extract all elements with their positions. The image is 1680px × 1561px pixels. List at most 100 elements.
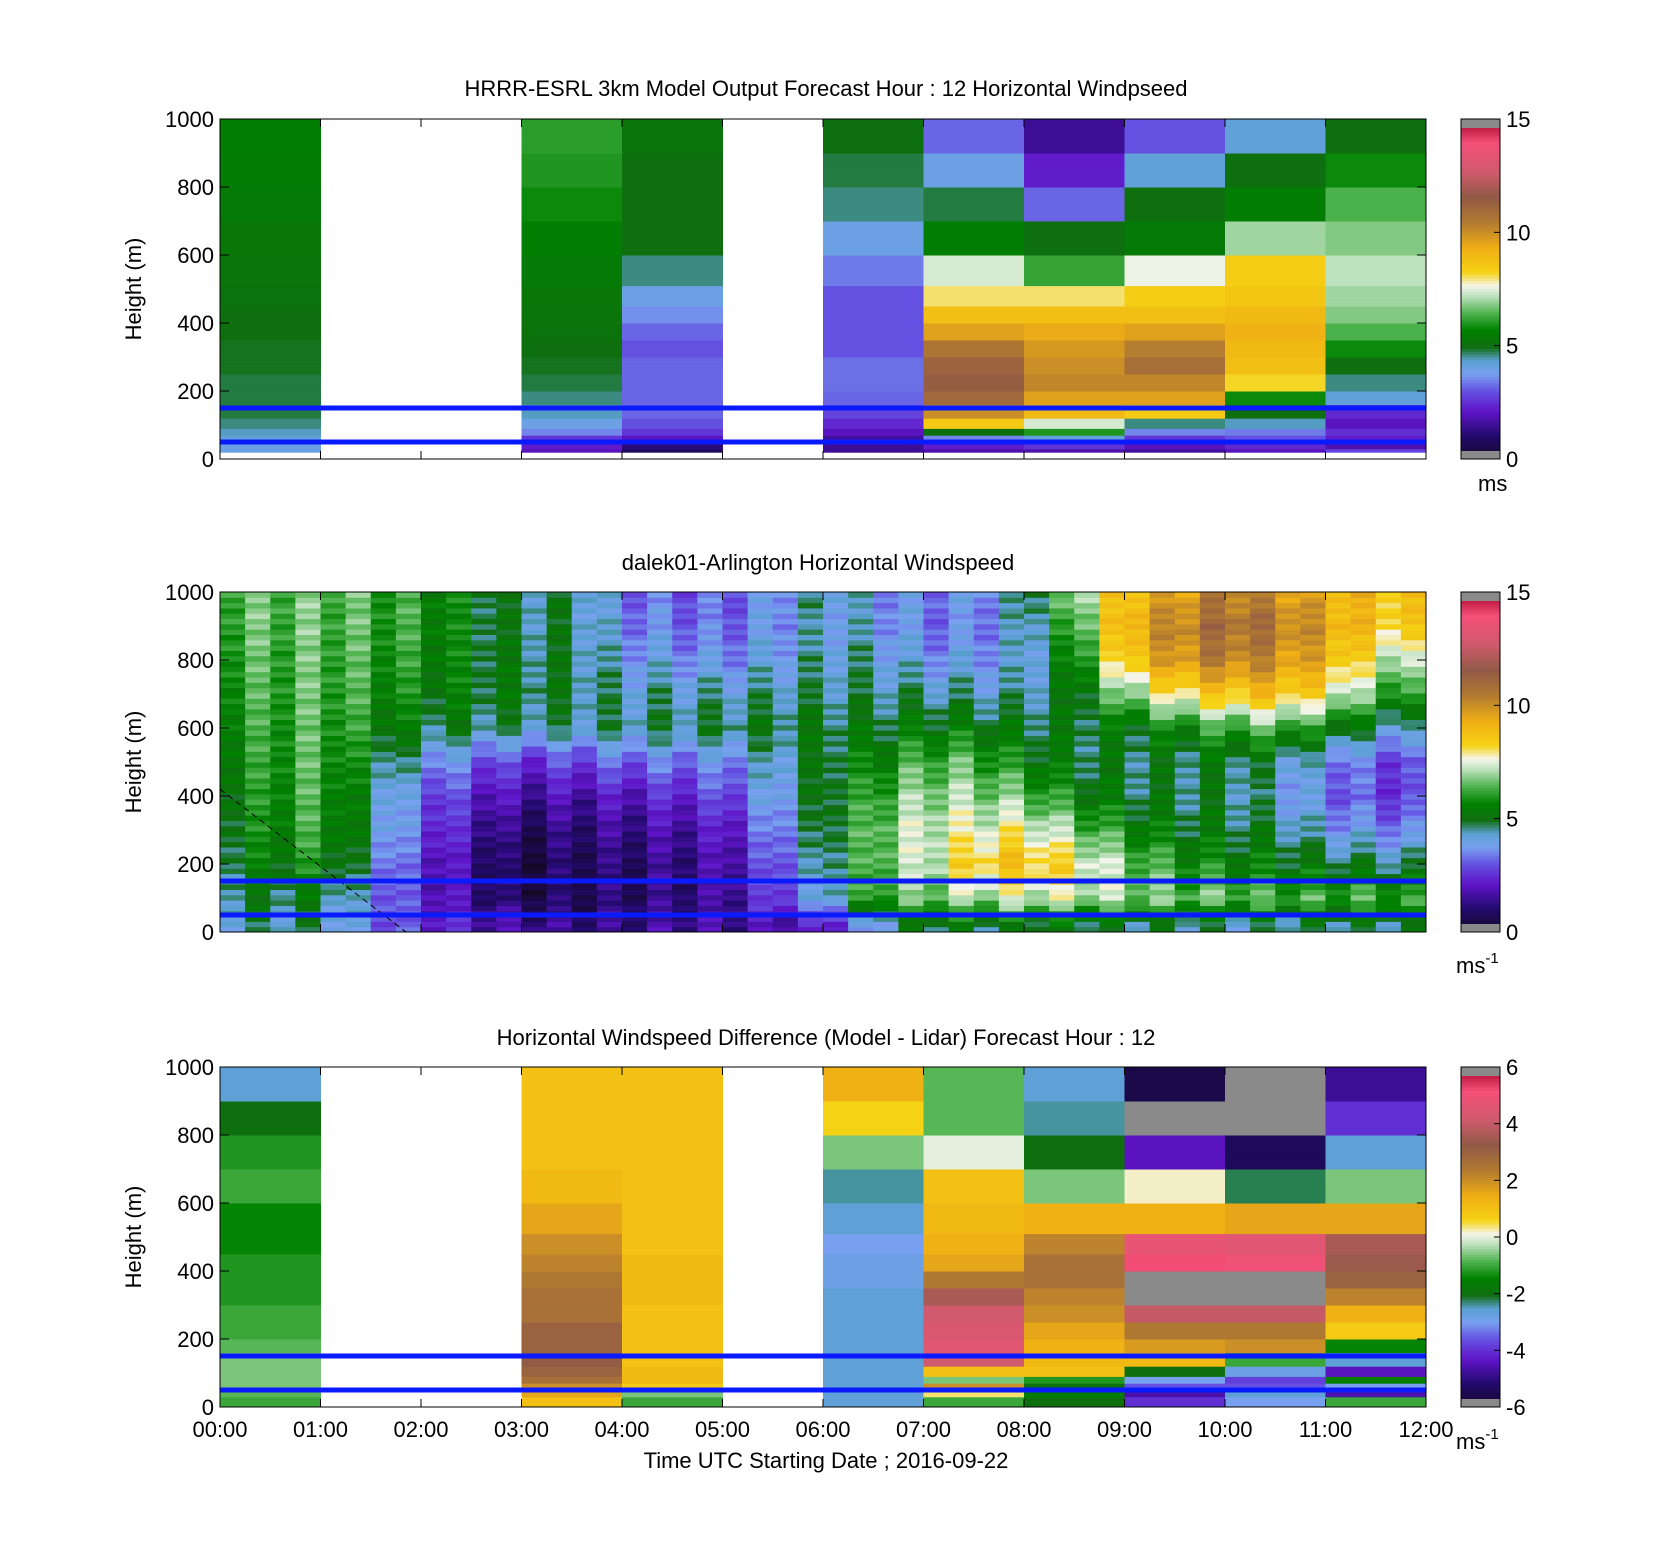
heatmap-cell (1074, 719, 1100, 726)
heatmap-cell (220, 1209, 321, 1214)
heatmap-cell (622, 360, 723, 365)
heatmap-cell (446, 692, 472, 699)
heatmap-cell (220, 200, 321, 205)
heatmap-cell (320, 634, 347, 641)
colorbar-segment (1461, 883, 1500, 888)
heatmap-cell (873, 836, 899, 843)
heatmap-cell (747, 852, 774, 859)
colorbar-segment (1461, 374, 1500, 378)
heatmap-cell (345, 602, 372, 609)
heatmap-cell (873, 730, 899, 736)
heatmap-cell (220, 682, 246, 689)
heatmap-cell (571, 623, 598, 630)
heatmap-cell (1049, 868, 1075, 875)
heatmap-cell (571, 740, 598, 747)
heatmap-cell (1250, 687, 1276, 694)
heatmap-cell (1225, 289, 1326, 293)
heatmap-cell (823, 645, 849, 651)
heatmap-cell (1024, 1097, 1125, 1102)
heatmap-cell (1225, 292, 1326, 297)
heatmap-cell (320, 884, 347, 890)
heatmap-cell (697, 682, 723, 689)
heatmap-cell (823, 905, 849, 912)
heatmap-cell (797, 772, 824, 779)
heatmap-cell (1124, 1325, 1226, 1330)
heatmap-cell (772, 607, 799, 614)
colorbar-segment (1461, 674, 1500, 678)
heatmap-cell (1049, 735, 1075, 742)
heatmap-cell (622, 1216, 723, 1221)
heatmap-cell (270, 682, 296, 689)
heatmap-cell (1074, 916, 1100, 922)
heatmap-cell (220, 735, 246, 742)
heatmap-cell (923, 1226, 1025, 1231)
heatmap-cell (647, 730, 673, 736)
heatmap-cell (496, 650, 522, 657)
heatmap-cell (622, 448, 723, 453)
heatmap-cell (797, 916, 824, 922)
heatmap-cell (823, 312, 924, 317)
heatmap-cell (471, 639, 497, 646)
heatmap-cell (923, 756, 950, 763)
heatmap-cell (1024, 217, 1125, 222)
heatmap-cell (823, 650, 849, 657)
heatmap-cell (973, 708, 1000, 715)
heatmap-cell (672, 926, 698, 933)
heatmap-cell (295, 708, 321, 715)
heatmap-cell (370, 884, 397, 890)
heatmap-cell (1024, 316, 1125, 321)
heatmap-cell (1149, 831, 1176, 837)
heatmap-cell (1124, 272, 1226, 276)
heatmap-cell (1124, 650, 1151, 657)
heatmap-cell (622, 156, 723, 161)
heatmap-cell (848, 623, 874, 630)
heatmap-cell (1099, 783, 1125, 790)
heatmap-cell (873, 921, 899, 928)
heatmap-cell (923, 1403, 1025, 1408)
heatmap-cell (220, 367, 321, 372)
heatmap-cell (1024, 1182, 1125, 1187)
heatmap-cell (797, 607, 824, 614)
heatmap-cell (1024, 227, 1125, 232)
heatmap-cell (596, 900, 623, 906)
heatmap-cell (948, 889, 975, 896)
heatmap-cell (1225, 671, 1251, 678)
heatmap-cell (772, 815, 799, 821)
heatmap-cell (521, 777, 548, 784)
heatmap-cell (923, 1349, 1025, 1354)
heatmap-cell (1074, 857, 1100, 864)
heatmap-cell (1074, 762, 1100, 768)
heatmap-cell (823, 136, 924, 140)
heatmap-cell (1124, 1271, 1226, 1275)
heatmap-cell (873, 889, 899, 896)
heatmap-cell (722, 831, 749, 837)
heatmap-cell (521, 1383, 623, 1388)
heatmap-cell (220, 703, 246, 710)
heatmap-cell (1375, 756, 1402, 763)
heatmap-cell (923, 431, 1025, 436)
heatmap-cell (1024, 425, 1125, 429)
heatmap-cell (395, 740, 422, 747)
heatmap-cell (622, 238, 723, 242)
heatmap-cell (1325, 129, 1427, 134)
heatmap-cell (521, 841, 548, 848)
heatmap-cell (521, 607, 548, 614)
heatmap-cell (622, 136, 723, 140)
heatmap-cell (722, 889, 749, 896)
heatmap-cell (1024, 1209, 1125, 1214)
heatmap-cell (1124, 618, 1151, 625)
heatmap-cell (948, 799, 975, 805)
heatmap-cell (973, 592, 1000, 598)
heatmap-cell (923, 146, 1025, 151)
heatmap-cell (1024, 1172, 1125, 1177)
heatmap-cell (998, 661, 1025, 667)
heatmap-cell (1049, 618, 1075, 625)
heatmap-cell (1024, 156, 1125, 161)
heatmap-cell (823, 231, 924, 236)
heatmap-cell (1300, 618, 1326, 625)
heatmap-cell (998, 639, 1025, 646)
heatmap-cell (521, 868, 548, 875)
heatmap-cell (722, 894, 749, 901)
heatmap-cell (295, 719, 321, 726)
heatmap-cell (270, 916, 296, 922)
